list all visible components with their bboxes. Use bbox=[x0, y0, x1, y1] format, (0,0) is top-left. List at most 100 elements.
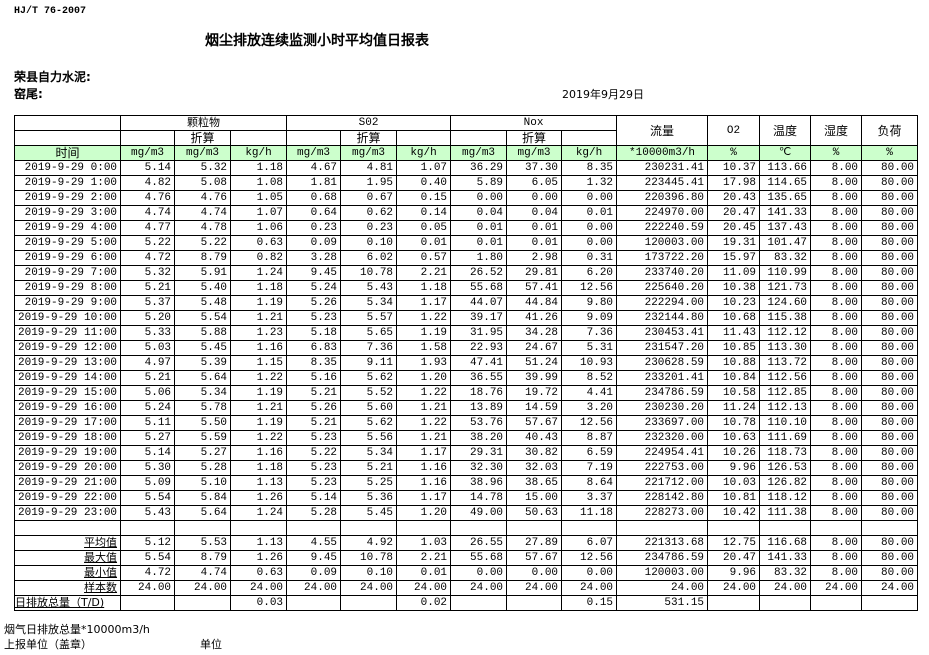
value-cell: 114.65 bbox=[759, 175, 812, 191]
value-cell: 6.59 bbox=[561, 445, 618, 461]
value-cell: 118.12 bbox=[759, 490, 812, 506]
value-cell: 55.68 bbox=[450, 280, 508, 296]
value-cell: 11.43 bbox=[707, 325, 761, 341]
value-cell: 5.33 bbox=[120, 325, 176, 341]
value-cell: 5.14 bbox=[286, 490, 342, 506]
value-cell: 80.00 bbox=[861, 220, 919, 236]
time-cell: 2019-9-29 22:00 bbox=[13, 490, 122, 506]
summary-value: 10.78 bbox=[340, 550, 398, 566]
value-cell: 10.68 bbox=[707, 310, 761, 326]
summary-value: 80.00 bbox=[861, 535, 919, 551]
table-row: 2019-9-29 21:00 5.09 5.10 1.13 5.23 5.25 1.16 3… bbox=[13, 475, 919, 491]
value-cell: 80.00 bbox=[861, 370, 919, 386]
value-cell: 232320.00 bbox=[616, 430, 709, 446]
value-cell: 1.05 bbox=[230, 190, 288, 206]
value-cell: 1.95 bbox=[340, 175, 398, 191]
blank-cell bbox=[616, 520, 709, 536]
value-cell: 5.16 bbox=[286, 370, 342, 386]
value-cell: 0.00 bbox=[561, 220, 618, 236]
value-cell: 41.26 bbox=[506, 310, 563, 326]
value-cell: 5.43 bbox=[340, 280, 398, 296]
summary-value bbox=[810, 595, 863, 611]
value-cell: 34.28 bbox=[506, 325, 563, 341]
summary-label: 样本数 bbox=[13, 580, 122, 596]
value-cell: 10.63 bbox=[707, 430, 761, 446]
value-cell: 1.81 bbox=[286, 175, 342, 191]
units-row: 时间 mg/m3 mg/m3 kg/h mg/m3 mg/m3 kg/h mg/m3 mg/m3… bbox=[13, 145, 919, 161]
blank-cell bbox=[810, 520, 863, 536]
value-cell: 1.58 bbox=[396, 340, 452, 356]
value-cell: 1.07 bbox=[396, 160, 452, 176]
table-row: 2019-9-29 13:00 4.97 5.39 1.15 8.35 9.11 1.93 4… bbox=[13, 355, 919, 371]
summary-value bbox=[861, 595, 919, 611]
summary-value: 0.15 bbox=[561, 595, 618, 611]
value-cell: 5.89 bbox=[450, 175, 508, 191]
unit-cell: mg/m3 bbox=[120, 145, 176, 161]
summary-value: 1.03 bbox=[396, 535, 452, 551]
value-cell: 4.97 bbox=[120, 355, 176, 371]
value-cell: 5.34 bbox=[174, 385, 232, 401]
value-cell: 8.00 bbox=[810, 460, 863, 476]
value-cell: 1.21 bbox=[230, 310, 288, 326]
value-cell: 7.36 bbox=[340, 340, 398, 356]
summary-value: 1.13 bbox=[230, 535, 288, 551]
value-cell: 49.00 bbox=[450, 505, 508, 521]
unit-cell: kg/h bbox=[561, 145, 618, 161]
value-cell: 80.00 bbox=[861, 235, 919, 251]
value-cell: 1.16 bbox=[396, 475, 452, 491]
time-cell: 2019-9-29 0:00 bbox=[13, 160, 122, 176]
time-cell: 2019-9-29 6:00 bbox=[13, 250, 122, 266]
value-cell: 8.00 bbox=[810, 295, 863, 311]
value-cell: 8.64 bbox=[561, 475, 618, 491]
blank-cell bbox=[707, 520, 761, 536]
value-cell: 1.24 bbox=[230, 265, 288, 281]
summary-value: 1.26 bbox=[230, 550, 288, 566]
value-cell: 1.17 bbox=[396, 295, 452, 311]
value-cell: 4.41 bbox=[561, 385, 618, 401]
value-cell: 5.34 bbox=[340, 445, 398, 461]
table-row: 2019-9-29 6:00 4.72 8.79 0.82 3.28 6.02 0.57 1.… bbox=[13, 250, 919, 266]
value-cell: 137.43 bbox=[759, 220, 812, 236]
value-cell: 0.00 bbox=[450, 190, 508, 206]
time-cell: 2019-9-29 16:00 bbox=[13, 400, 122, 416]
value-cell: 1.32 bbox=[561, 175, 618, 191]
unit-cell: % bbox=[810, 145, 863, 161]
value-cell: 5.32 bbox=[174, 160, 232, 176]
value-cell: 8.00 bbox=[810, 175, 863, 191]
value-cell: 221712.00 bbox=[616, 475, 709, 491]
value-cell: 10.81 bbox=[707, 490, 761, 506]
value-cell: 5.64 bbox=[174, 505, 232, 521]
value-cell: 232144.80 bbox=[616, 310, 709, 326]
table-row: 2019-9-29 14:00 5.21 5.64 1.22 5.16 5.62 1.20 3… bbox=[13, 370, 919, 386]
value-cell: 80.00 bbox=[861, 280, 919, 296]
unit-cell: mg/m3 bbox=[286, 145, 342, 161]
header-so2: S02 bbox=[286, 115, 452, 131]
value-cell: 5.23 bbox=[286, 430, 342, 446]
summary-value: 4.74 bbox=[174, 565, 232, 581]
value-cell: 9.45 bbox=[286, 265, 342, 281]
summary-value bbox=[286, 595, 342, 611]
value-cell: 4.78 bbox=[174, 220, 232, 236]
value-cell: 10.58 bbox=[707, 385, 761, 401]
summary-value: 26.55 bbox=[450, 535, 508, 551]
value-cell: 112.56 bbox=[759, 370, 812, 386]
value-cell: 1.26 bbox=[230, 490, 288, 506]
value-cell: 5.65 bbox=[340, 325, 398, 341]
value-cell: 5.48 bbox=[174, 295, 232, 311]
summary-value: 55.68 bbox=[450, 550, 508, 566]
value-cell: 121.73 bbox=[759, 280, 812, 296]
value-cell: 20.43 bbox=[707, 190, 761, 206]
value-cell: 4.77 bbox=[120, 220, 176, 236]
value-cell: 8.52 bbox=[561, 370, 618, 386]
value-cell: 1.80 bbox=[450, 250, 508, 266]
blank-row bbox=[13, 520, 919, 536]
summary-value: 24.00 bbox=[561, 580, 618, 596]
time-cell: 2019-9-29 18:00 bbox=[13, 430, 122, 446]
value-cell: 57.67 bbox=[506, 415, 563, 431]
value-cell: 80.00 bbox=[861, 160, 919, 176]
value-cell: 80.00 bbox=[861, 415, 919, 431]
value-cell: 29.81 bbox=[506, 265, 563, 281]
summary-value bbox=[340, 595, 398, 611]
summary-value: 80.00 bbox=[861, 565, 919, 581]
value-cell: 1.18 bbox=[230, 160, 288, 176]
